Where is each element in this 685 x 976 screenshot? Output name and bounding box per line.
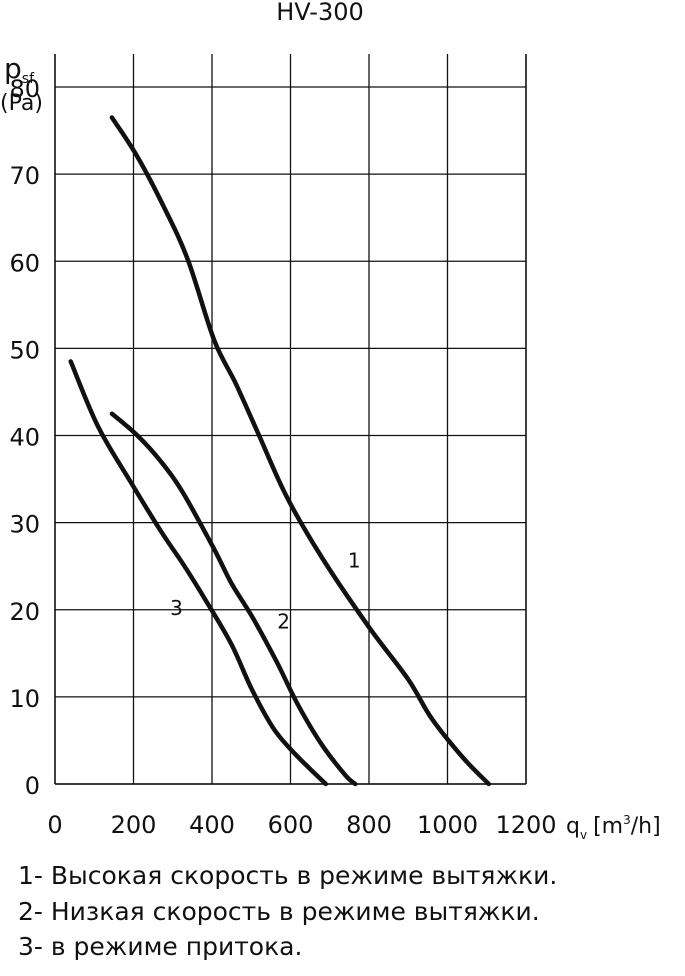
y-tick-labels: 0 10 20 30 40 50 60 70 80 (9, 75, 40, 800)
x-axis-label: qv [m3/h] (566, 813, 661, 842)
x-tick-label: 1000 (417, 811, 478, 839)
x-tick-label: 400 (189, 811, 235, 839)
y-axis-unit: (Pa) (0, 91, 43, 116)
x-tick-label: 1200 (495, 811, 556, 839)
fan-performance-chart: HV-300 1 2 3 0 200 400 600 800 1000 1200 0 10 20 30… (0, 0, 661, 842)
curve-label-3: 3 (170, 596, 183, 620)
curve-2 (109, 411, 358, 787)
x-tick-labels: 0 200 400 600 800 1000 1200 (47, 811, 556, 839)
curve-3 (68, 359, 329, 787)
grid (54, 54, 527, 785)
x-tick-label: 600 (268, 811, 314, 839)
y-axis-symbol: psf (4, 52, 35, 87)
y-tick-label: 30 (9, 511, 40, 539)
y-tick-label: 60 (9, 249, 40, 277)
y-tick-label: 80 (9, 75, 40, 103)
x-tick-label: 0 (47, 811, 62, 839)
legend-item-1: 1- Высокая скорость в режиме вытяжки. (18, 861, 558, 890)
legend-item-2: 2- Низкая скорость в режиме вытяжки. (18, 896, 540, 926)
curve-label-1: 1 (348, 548, 361, 572)
y-tick-label: 50 (9, 336, 40, 364)
y-tick-label: 20 (9, 598, 40, 626)
y-tick-label: 10 (9, 685, 40, 713)
legend-item-3: 3- в режиме притока. (18, 932, 303, 961)
curve-label-2: 2 (277, 609, 290, 633)
x-tick-label: 200 (111, 811, 157, 839)
curves: 1 2 3 (68, 115, 491, 787)
y-tick-label: 70 (9, 162, 40, 190)
legend: 1- Высокая скорость в режиме вытяжки. 2-… (18, 858, 557, 965)
x-tick-label: 800 (346, 811, 392, 839)
y-tick-label: 40 (9, 424, 40, 452)
curve-1 (109, 115, 491, 787)
chart-title: HV-300 (276, 0, 364, 26)
y-tick-label: 0 (25, 772, 40, 800)
